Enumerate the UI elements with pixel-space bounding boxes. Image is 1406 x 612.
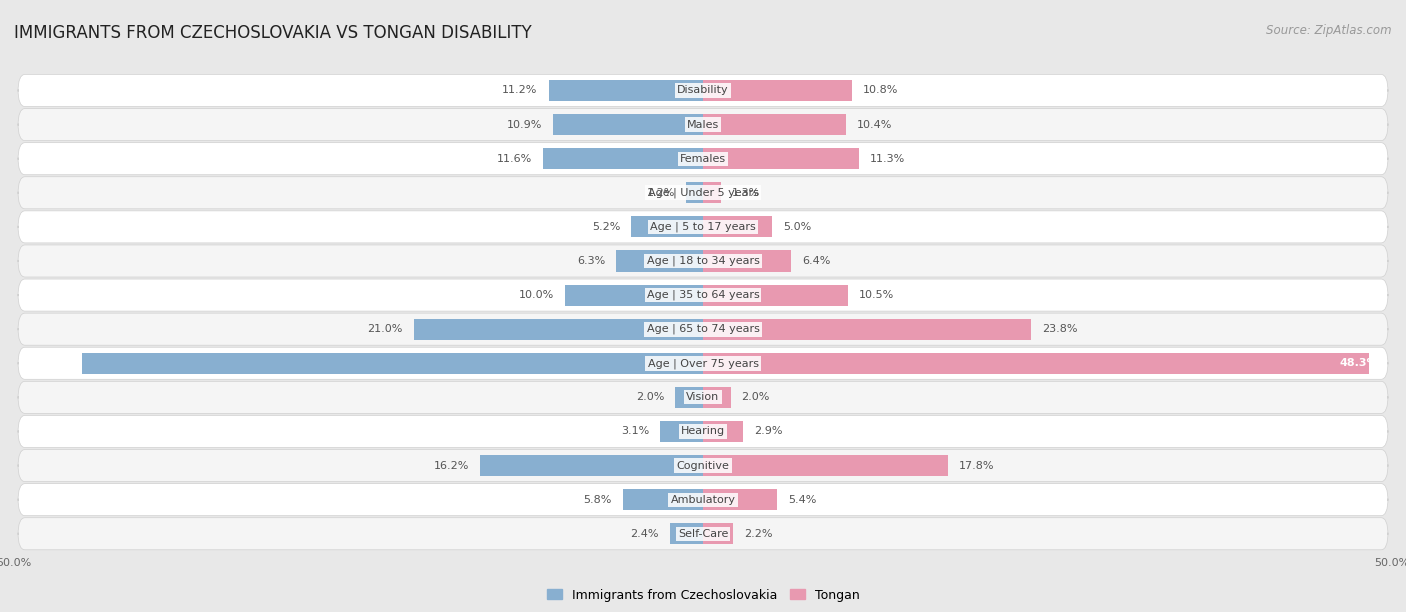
Bar — [686, 182, 703, 203]
Text: 5.8%: 5.8% — [583, 494, 612, 505]
Text: 2.0%: 2.0% — [636, 392, 665, 402]
Bar — [703, 421, 742, 442]
Text: 23.8%: 23.8% — [1042, 324, 1077, 334]
Text: 1.2%: 1.2% — [647, 188, 675, 198]
Text: 21.0%: 21.0% — [367, 324, 402, 334]
FancyBboxPatch shape — [18, 313, 1388, 345]
FancyBboxPatch shape — [18, 347, 1388, 379]
Text: 2.9%: 2.9% — [754, 427, 783, 436]
FancyBboxPatch shape — [18, 381, 1388, 413]
Text: Females: Females — [681, 154, 725, 163]
Bar — [669, 523, 703, 544]
Text: 16.2%: 16.2% — [433, 461, 468, 471]
Bar — [548, 80, 703, 101]
Text: 45.1%: 45.1% — [28, 358, 66, 368]
Bar — [479, 455, 703, 476]
Text: 10.9%: 10.9% — [506, 119, 541, 130]
FancyBboxPatch shape — [18, 143, 1388, 174]
Text: Males: Males — [688, 119, 718, 130]
Text: 1.3%: 1.3% — [733, 188, 761, 198]
FancyBboxPatch shape — [18, 211, 1388, 243]
Bar — [703, 455, 948, 476]
Text: 2.2%: 2.2% — [744, 529, 773, 539]
Bar — [703, 148, 859, 170]
Text: Disability: Disability — [678, 86, 728, 95]
Text: 11.2%: 11.2% — [502, 86, 537, 95]
FancyBboxPatch shape — [18, 75, 1388, 106]
Text: Vision: Vision — [686, 392, 720, 402]
Text: 48.3%: 48.3% — [1340, 358, 1378, 368]
Bar — [703, 216, 772, 237]
FancyBboxPatch shape — [18, 108, 1388, 141]
Text: 6.4%: 6.4% — [803, 256, 831, 266]
Text: IMMIGRANTS FROM CZECHOSLOVAKIA VS TONGAN DISABILITY: IMMIGRANTS FROM CZECHOSLOVAKIA VS TONGAN… — [14, 24, 531, 42]
Bar — [631, 216, 703, 237]
FancyBboxPatch shape — [18, 518, 1388, 550]
Text: 2.0%: 2.0% — [741, 392, 770, 402]
Bar — [623, 489, 703, 510]
Bar — [543, 148, 703, 170]
Text: 5.4%: 5.4% — [789, 494, 817, 505]
Bar — [703, 353, 1368, 374]
Bar — [553, 114, 703, 135]
FancyBboxPatch shape — [18, 279, 1388, 311]
Text: 5.0%: 5.0% — [783, 222, 811, 232]
Bar — [703, 489, 778, 510]
Text: 11.6%: 11.6% — [496, 154, 531, 163]
Text: 10.4%: 10.4% — [858, 119, 893, 130]
FancyBboxPatch shape — [18, 450, 1388, 482]
Text: 10.8%: 10.8% — [863, 86, 898, 95]
Bar — [616, 250, 703, 272]
Text: Age | 35 to 64 years: Age | 35 to 64 years — [647, 290, 759, 300]
Bar — [703, 250, 792, 272]
Text: 17.8%: 17.8% — [959, 461, 995, 471]
Text: Age | 5 to 17 years: Age | 5 to 17 years — [650, 222, 756, 232]
Text: Ambulatory: Ambulatory — [671, 494, 735, 505]
Bar — [661, 421, 703, 442]
Text: 11.3%: 11.3% — [870, 154, 905, 163]
FancyBboxPatch shape — [18, 416, 1388, 447]
Bar — [413, 319, 703, 340]
Bar — [703, 285, 848, 305]
Legend: Immigrants from Czechoslovakia, Tongan: Immigrants from Czechoslovakia, Tongan — [541, 584, 865, 606]
Text: Age | Over 75 years: Age | Over 75 years — [648, 358, 758, 368]
Bar — [703, 319, 1031, 340]
Text: Age | 18 to 34 years: Age | 18 to 34 years — [647, 256, 759, 266]
Bar — [703, 80, 852, 101]
Text: 2.4%: 2.4% — [630, 529, 659, 539]
Text: 5.2%: 5.2% — [592, 222, 620, 232]
Bar — [703, 523, 734, 544]
Bar — [565, 285, 703, 305]
Bar — [703, 387, 731, 408]
FancyBboxPatch shape — [18, 245, 1388, 277]
Bar — [675, 387, 703, 408]
Text: Age | 65 to 74 years: Age | 65 to 74 years — [647, 324, 759, 334]
Text: 10.5%: 10.5% — [859, 290, 894, 300]
Text: Source: ZipAtlas.com: Source: ZipAtlas.com — [1267, 24, 1392, 37]
Bar — [703, 182, 721, 203]
Text: 6.3%: 6.3% — [576, 256, 605, 266]
FancyBboxPatch shape — [18, 177, 1388, 209]
Text: 3.1%: 3.1% — [621, 427, 650, 436]
Text: 10.0%: 10.0% — [519, 290, 554, 300]
Text: Cognitive: Cognitive — [676, 461, 730, 471]
Text: Hearing: Hearing — [681, 427, 725, 436]
FancyBboxPatch shape — [18, 483, 1388, 516]
Bar — [82, 353, 703, 374]
Bar — [703, 114, 846, 135]
Text: Self-Care: Self-Care — [678, 529, 728, 539]
Text: Age | Under 5 years: Age | Under 5 years — [648, 187, 758, 198]
